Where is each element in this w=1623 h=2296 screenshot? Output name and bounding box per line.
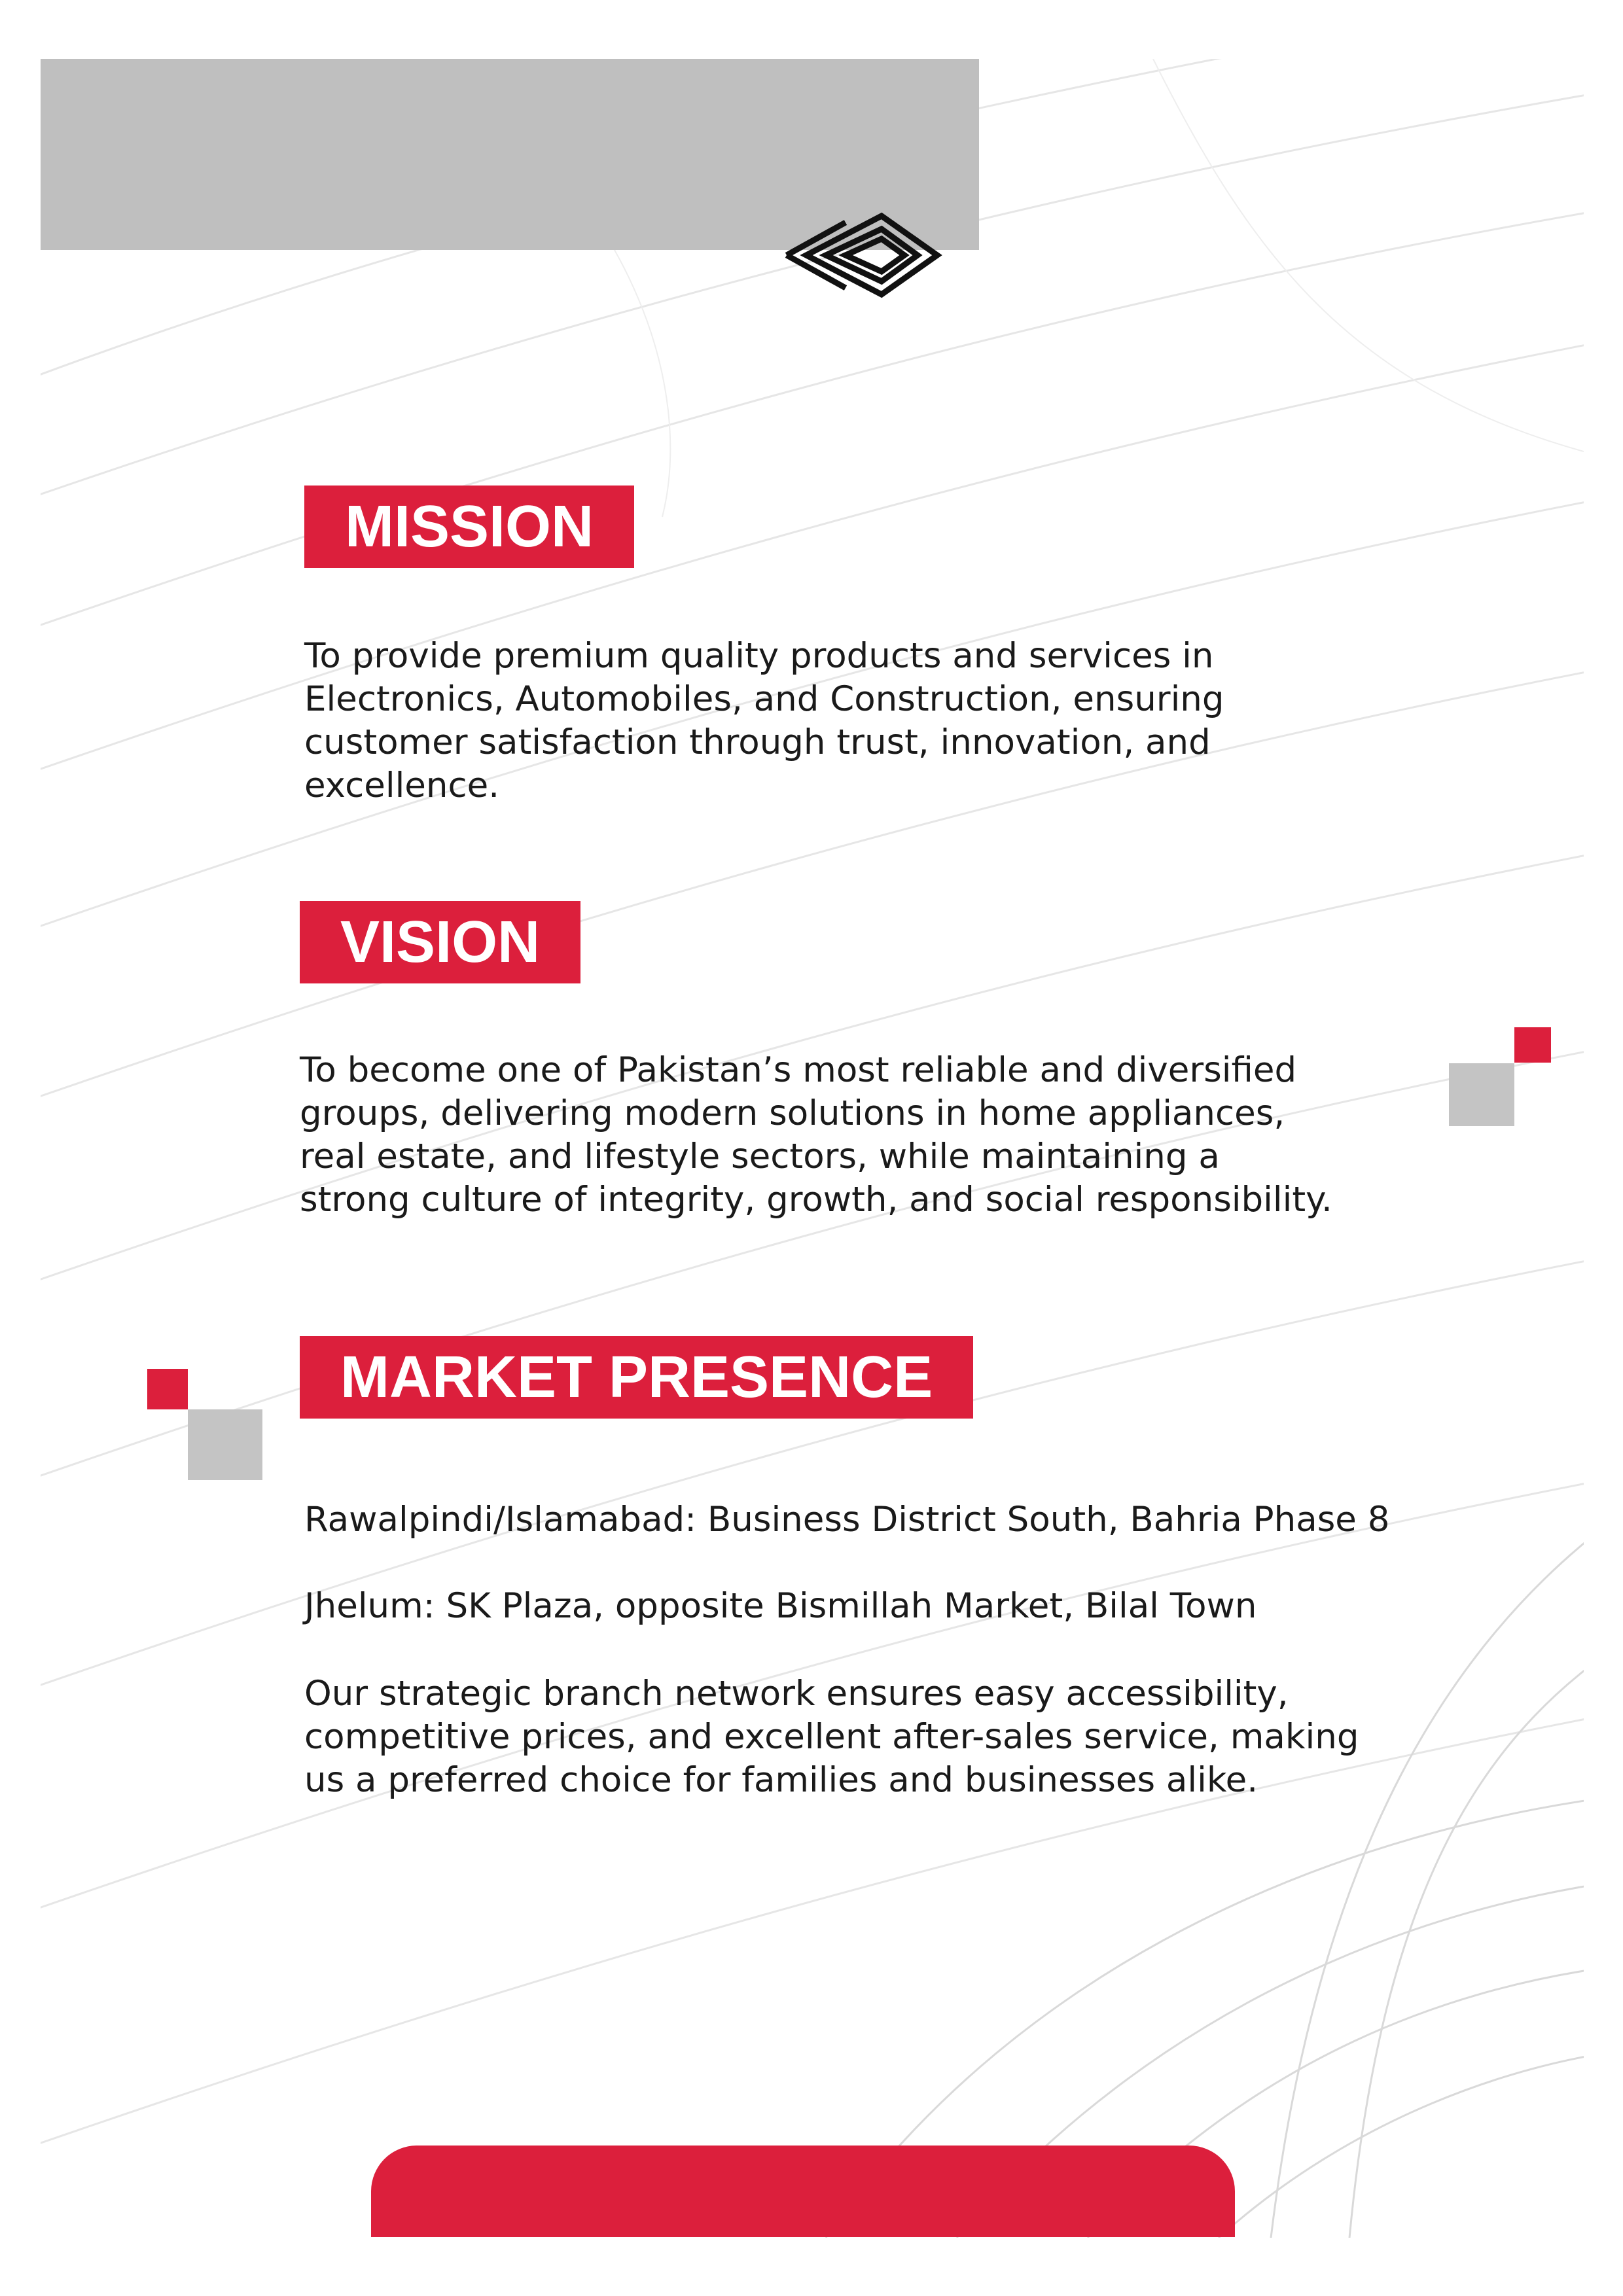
market-line: competitive prices, and excellent after-… — [304, 1717, 1359, 1757]
mission-paragraph: To provide premium quality products and … — [304, 635, 1224, 807]
market-line: us a preferred choice for families and b… — [304, 1760, 1258, 1800]
decorative-grey-square — [188, 1409, 262, 1480]
market-line: Our strategic branch network ensures eas… — [304, 1674, 1289, 1714]
mission-line: To provide premium quality products and … — [304, 636, 1214, 676]
vision-heading: VISION — [300, 901, 581, 983]
mission-heading: MISSION — [304, 486, 635, 568]
location-jhelum: Jhelum: SK Plaza, opposite Bismillah Mar… — [304, 1586, 1257, 1626]
background-swoosh-lines — [41, 59, 1584, 2238]
market-presence-heading: MARKET PRESENCE — [300, 1336, 974, 1419]
mission-line: Electronics, Automobiles, and Constructi… — [304, 679, 1224, 719]
vision-line: real estate, and lifestyle sectors, whil… — [300, 1137, 1220, 1176]
document-page: MISSION To provide premium quality produ… — [41, 59, 1584, 2238]
vision-paragraph: To become one of Pakistan’s most reliabl… — [300, 1049, 1332, 1222]
market-presence-paragraph: Our strategic branch network ensures eas… — [304, 1672, 1359, 1802]
mission-line: excellence. — [304, 766, 500, 805]
vision-line: groups, delivering modern solutions in h… — [300, 1093, 1285, 1133]
vision-line: To become one of Pakistan’s most reliabl… — [300, 1050, 1297, 1090]
vision-line: strong culture of integrity, growth, and… — [300, 1180, 1332, 1220]
decorative-grey-square — [1449, 1063, 1514, 1126]
location-rawalpindi: Rawalpindi/Islamabad: Business District … — [304, 1500, 1390, 1540]
bottom-accent-bar — [371, 2146, 1235, 2237]
header-band — [41, 59, 979, 250]
nested-diamonds-logo-icon — [785, 212, 942, 298]
decorative-red-square — [1514, 1027, 1551, 1063]
decorative-red-square — [147, 1369, 188, 1409]
mission-line: customer satisfaction through trust, inn… — [304, 722, 1211, 762]
